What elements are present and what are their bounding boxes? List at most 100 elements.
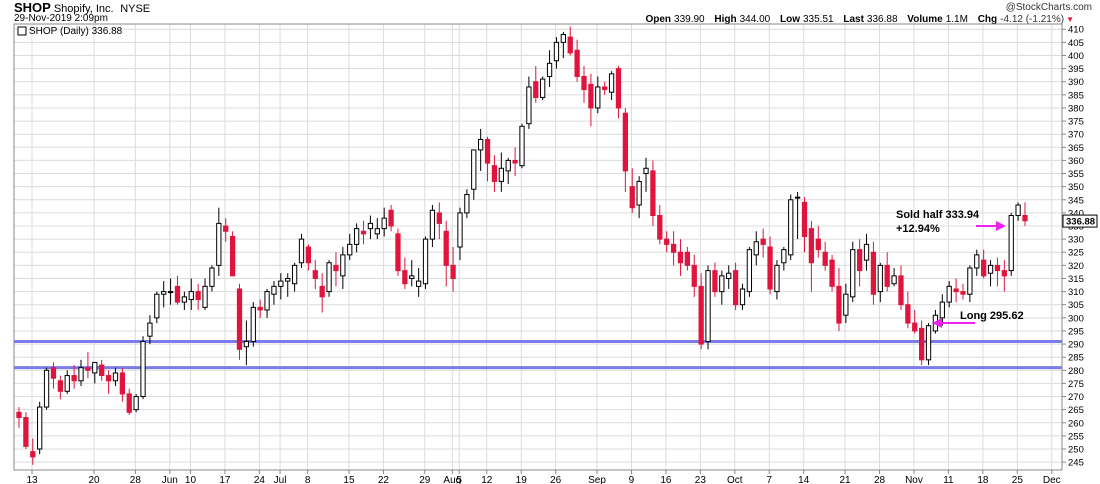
y-tick-label: 390 (1068, 77, 1084, 88)
candle (953, 278, 959, 303)
candle-body (154, 293, 160, 319)
gain-label: +12.94% (896, 223, 940, 235)
x-tick-label: 14 (798, 475, 810, 484)
candle (987, 260, 994, 287)
candle-body (822, 251, 828, 266)
candle (836, 267, 842, 331)
y-tick-label: 340 (1068, 208, 1084, 219)
candle (92, 361, 98, 384)
candle (422, 236, 429, 289)
y-tick-label: 315 (1068, 274, 1084, 285)
low-label: Low (779, 14, 800, 25)
candle-body (677, 251, 684, 264)
candle-body (112, 372, 119, 382)
candlesticks (16, 26, 1028, 465)
legend-label: SHOP (Daily) 336.88 (29, 26, 123, 37)
candle-body (850, 249, 856, 298)
support-lines (14, 339, 1062, 370)
candle (133, 393, 139, 413)
candle-body (546, 62, 553, 77)
candle-body (30, 451, 36, 458)
candle (154, 291, 160, 324)
candle (353, 223, 360, 253)
last-value: 336.88 (866, 14, 898, 25)
candle (319, 273, 325, 313)
candle (147, 315, 153, 345)
candle (257, 299, 263, 318)
candle-body (209, 267, 215, 287)
candle (505, 157, 511, 185)
candle-body (57, 380, 63, 392)
candle (829, 254, 835, 292)
candle-body (994, 264, 1001, 272)
candle-body (974, 254, 980, 269)
x-tick-label: 26 (550, 475, 562, 484)
candle (801, 197, 808, 253)
candle-body (1015, 204, 1021, 217)
y-tick-label: 280 (1068, 366, 1084, 377)
candle (298, 233, 305, 268)
y-tick-label: 365 (1068, 143, 1084, 154)
candle-body (967, 267, 973, 295)
candle (705, 265, 711, 350)
x-tick-label: Aug (443, 475, 461, 484)
x-tick-label: Oct (727, 475, 743, 484)
candle (498, 152, 504, 192)
x-tick-label: 28 (874, 475, 886, 484)
x-tick-label: 28 (130, 475, 142, 484)
y-tick-label: 380 (1068, 103, 1084, 114)
candle-body (629, 186, 635, 209)
candle (340, 247, 346, 289)
candle-body (560, 33, 566, 43)
candle-body (1022, 215, 1028, 222)
y-tick-label: 395 (1068, 64, 1084, 75)
candle (781, 247, 787, 271)
candle (850, 241, 856, 303)
candle-body (602, 86, 608, 91)
candle (643, 157, 649, 192)
candle-body (50, 367, 57, 379)
candle-body (464, 194, 470, 214)
candle-body (257, 306, 263, 311)
candle-body (526, 86, 532, 125)
y-tick-label: 265 (1068, 405, 1084, 416)
candle (1008, 212, 1014, 276)
candle (209, 265, 215, 292)
candle-body (574, 49, 580, 77)
candle-body (781, 249, 787, 264)
candle (140, 336, 146, 400)
candle-body (71, 375, 77, 382)
candle (939, 294, 945, 326)
stockcharts-brand[interactable]: @StockCharts.com (1005, 2, 1092, 13)
candle-body (484, 138, 491, 164)
candle (71, 365, 77, 389)
y-tick-label: 350 (1068, 182, 1084, 193)
candle (64, 370, 70, 394)
candle (291, 262, 298, 292)
candle (236, 283, 243, 360)
candle-body (37, 406, 43, 450)
candle (278, 273, 284, 300)
y-tick-label: 300 (1068, 313, 1084, 324)
candle (595, 76, 601, 114)
candle (333, 252, 339, 287)
candle-body (657, 215, 663, 240)
candle (416, 267, 422, 297)
candle-body (1008, 215, 1014, 272)
candle (912, 309, 918, 334)
candle-body (381, 217, 387, 230)
candle-body (670, 243, 677, 253)
company-name: Shopify, Inc. (53, 3, 114, 15)
candle (925, 323, 932, 366)
candle-body (705, 270, 711, 342)
x-tick-label: 22 (378, 475, 390, 484)
candle-body (615, 68, 622, 109)
chart-timestamp: 29-Nov-2019 2:09pm (14, 13, 108, 24)
candle-body (519, 125, 525, 167)
candle-body (898, 275, 904, 306)
candle-body (836, 285, 842, 324)
candle-body (278, 280, 284, 287)
x-tick-label: 7 (766, 475, 772, 484)
candle (788, 194, 794, 261)
candle (553, 37, 560, 69)
